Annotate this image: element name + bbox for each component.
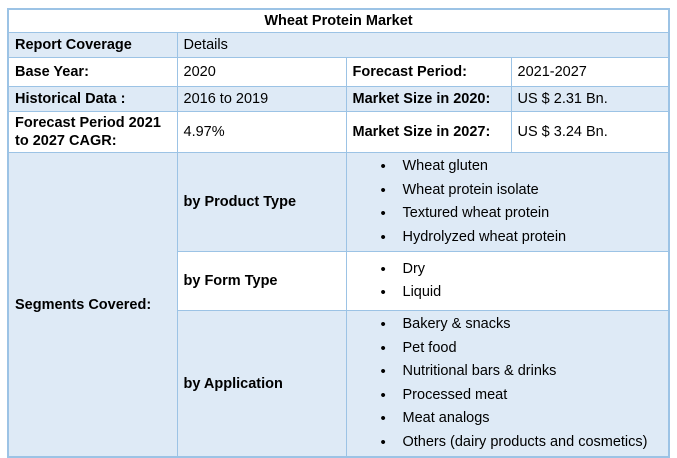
bullet-list: Wheat gluten Wheat protein isolate Textu… xyxy=(353,155,663,249)
historical-data-label: Historical Data : xyxy=(7,86,178,113)
report-coverage-table: Wheat Protein Market Report Coverage Det… xyxy=(7,8,670,458)
bullet-item: Wheat protein isolate xyxy=(381,179,663,203)
segment-group-form-type: by Form Type xyxy=(176,251,347,312)
base-year-value: 2020 xyxy=(176,57,347,88)
market-size-2020-label: Market Size in 2020: xyxy=(345,86,512,113)
bullet-item: Dry xyxy=(381,258,663,282)
bullet-item: Hydrolyzed wheat protein xyxy=(381,226,663,250)
bullet-item: Nutritional bars & drinks xyxy=(381,360,663,384)
bullet-item: Liquid xyxy=(381,281,663,305)
market-size-2020-value: US $ 2.31 Bn. xyxy=(510,86,670,113)
bullet-item: Bakery & snacks xyxy=(381,313,663,337)
historical-data-value: 2016 to 2019 xyxy=(176,86,347,113)
report-coverage-label: Report Coverage xyxy=(7,32,178,59)
cagr-label: Forecast Period 2021 to 2027 CAGR: xyxy=(7,111,178,154)
bullet-list: Dry Liquid xyxy=(353,258,663,305)
forecast-period-label: Forecast Period: xyxy=(345,57,512,88)
bullet-item: Processed meat xyxy=(381,384,663,408)
bullet-item: Textured wheat protein xyxy=(381,202,663,226)
bullet-item: Others (dairy products and cosmetics) xyxy=(381,431,663,455)
bullet-item: Meat analogs xyxy=(381,407,663,431)
market-size-2027-label: Market Size in 2027: xyxy=(345,111,512,154)
segment-group-application: by Application xyxy=(176,310,347,458)
segment-items-application: Bakery & snacks Pet food Nutritional bar… xyxy=(345,310,670,458)
segments-covered-label: Segments Covered: xyxy=(7,152,178,458)
market-size-2027-value: US $ 3.24 Bn. xyxy=(510,111,670,154)
bullet-item: Pet food xyxy=(381,337,663,361)
report-coverage-value: Details xyxy=(176,32,670,59)
segment-items-product-type: Wheat gluten Wheat protein isolate Textu… xyxy=(345,152,670,253)
bullet-list: Bakery & snacks Pet food Nutritional bar… xyxy=(353,313,663,454)
bullet-item: Wheat gluten xyxy=(381,155,663,179)
table-title: Wheat Protein Market xyxy=(7,8,670,34)
segment-group-product-type: by Product Type xyxy=(176,152,347,253)
base-year-label: Base Year: xyxy=(7,57,178,88)
cagr-value: 4.97% xyxy=(176,111,347,154)
segment-items-form-type: Dry Liquid xyxy=(345,251,670,312)
forecast-period-value: 2021-2027 xyxy=(510,57,670,88)
